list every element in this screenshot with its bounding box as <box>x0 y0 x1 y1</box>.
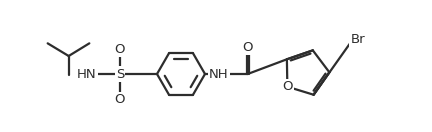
Text: Br: Br <box>350 33 365 46</box>
Text: O: O <box>115 93 125 106</box>
Text: NH: NH <box>209 67 229 81</box>
Text: O: O <box>282 80 292 93</box>
Text: S: S <box>116 67 124 81</box>
Text: HN: HN <box>77 67 96 81</box>
Text: O: O <box>242 41 253 54</box>
Text: O: O <box>115 43 125 56</box>
